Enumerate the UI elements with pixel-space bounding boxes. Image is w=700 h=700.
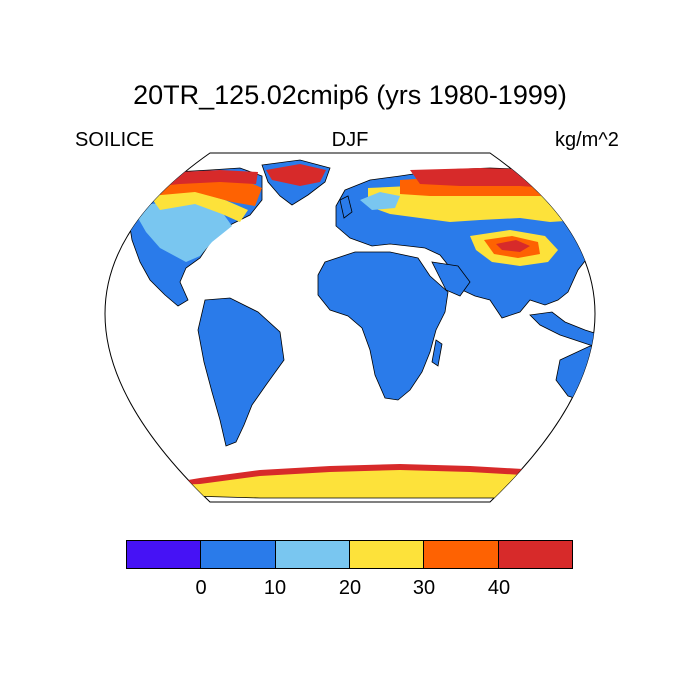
madagascar	[431, 339, 443, 367]
colorbar-tick-label: 20	[338, 577, 362, 599]
new-zealand	[646, 398, 664, 420]
units-label: kg/m^2	[555, 129, 619, 151]
season-label: DJF	[331, 129, 369, 151]
colorbar	[126, 540, 573, 569]
colorbar-segment	[201, 541, 276, 568]
africa	[317, 251, 449, 401]
colorbar-segment	[498, 541, 572, 568]
colorbar-segment	[275, 541, 350, 568]
south-america	[197, 297, 285, 447]
map-title: 20TR_125.02cmip6 (yrs 1980-1999)	[133, 80, 567, 110]
variable-label: SOILICE	[75, 129, 154, 151]
colorbar-segment	[349, 541, 425, 568]
colorbar-tick-label: 40	[487, 577, 511, 599]
colorbar-tick-label: 10	[263, 577, 287, 599]
japan	[589, 231, 595, 257]
colorbar-tick-label: 0	[195, 577, 207, 599]
colorbar-segment	[424, 541, 499, 568]
southeast-asia-islands	[529, 311, 595, 353]
british-isles	[339, 195, 353, 219]
colorbar-tick-label: 30	[412, 577, 436, 599]
arabia	[431, 261, 471, 297]
colorbar-segment	[127, 541, 202, 568]
